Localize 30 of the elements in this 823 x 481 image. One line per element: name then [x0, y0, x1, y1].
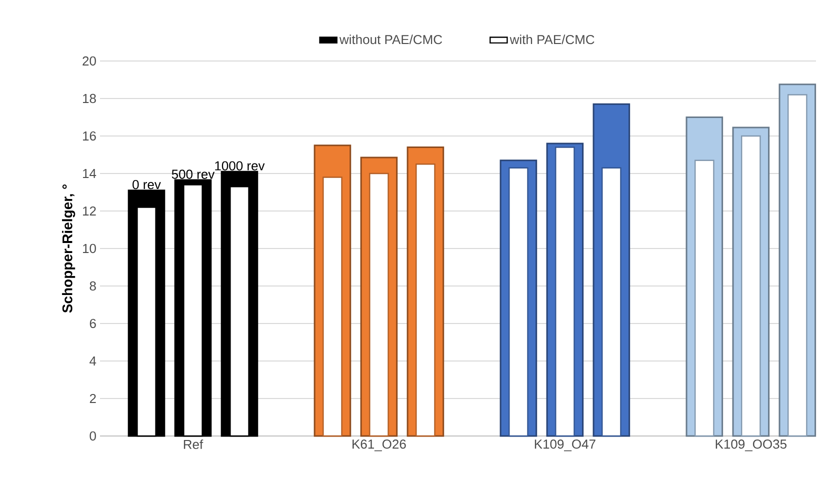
annotation: 500 rev: [172, 170, 215, 179]
y-tick-label: 8: [90, 281, 96, 291]
legend-label: without PAE/CMC: [339, 34, 442, 44]
y-tick-label: 16: [83, 131, 96, 141]
bar: [369, 172, 389, 437]
legend-label: with PAE/CMC: [510, 34, 594, 44]
bar: [694, 160, 714, 437]
y-tick-label: 4: [90, 356, 96, 366]
annotation: 1000 rev: [215, 161, 265, 170]
bar: [788, 94, 808, 437]
bar: [741, 135, 761, 437]
y-tick-label: 10: [83, 244, 96, 254]
y-tick-label: 14: [83, 169, 96, 178]
bar: [555, 146, 575, 437]
bar: [508, 167, 528, 437]
bar: [322, 176, 342, 437]
bar: [416, 164, 436, 437]
y-tick-label: 0: [90, 431, 96, 441]
x-tick-label: K61_O26: [352, 440, 406, 452]
y-axis-title: Schopper-Rielger, °: [62, 184, 76, 313]
y-tick-label: 20: [82, 56, 96, 66]
y-tick-label: 2: [90, 394, 96, 404]
x-tick-label: K109_O47: [534, 440, 596, 452]
x-tick-label: Ref: [184, 440, 204, 450]
annotation: 0 rev: [132, 180, 161, 190]
y-tick-label: 12: [83, 206, 96, 216]
y-tick-label: 18: [83, 94, 96, 104]
y-tick-label: 6: [90, 318, 96, 328]
bar: [602, 167, 622, 437]
x-tick-label: K109_OO35: [716, 440, 786, 452]
